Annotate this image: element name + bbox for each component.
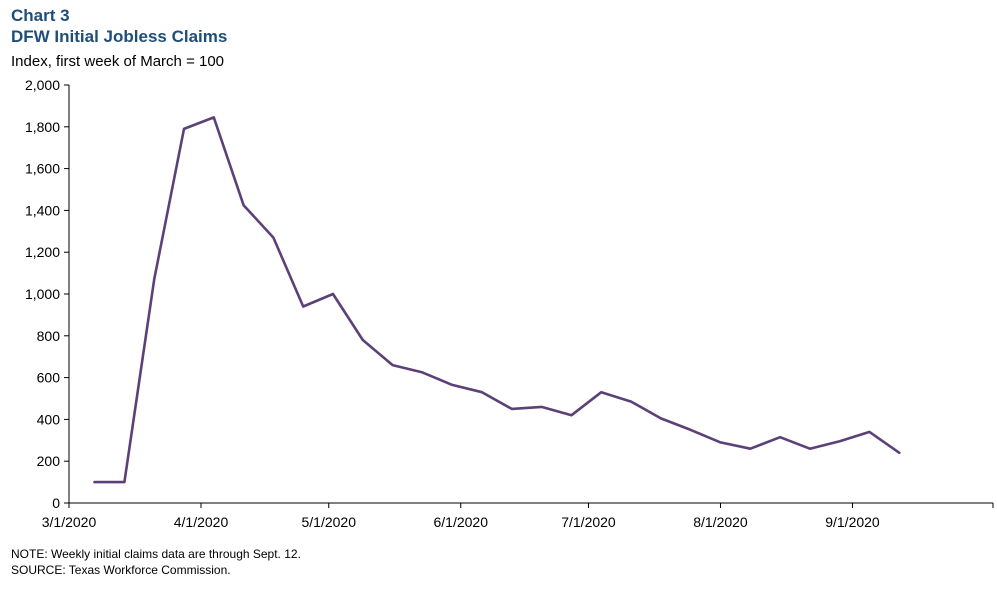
x-tick-label: 4/1/2020 [174, 514, 229, 530]
y-tick-label: 1,400 [25, 202, 60, 218]
y-tick-label: 800 [37, 328, 61, 344]
y-tick-label: 1,800 [25, 119, 60, 135]
series-line [93, 116, 901, 484]
chart-number: Chart 3 [11, 6, 70, 25]
y-tick-label: 2,000 [25, 77, 60, 93]
y-tick-label: 1,000 [25, 286, 60, 302]
chart-title: DFW Initial Jobless Claims [11, 27, 228, 46]
y-tick-label: 600 [37, 370, 61, 386]
y-axis-unit-label: Index, first week of March = 100 [11, 53, 225, 70]
x-tick-label: 8/1/2020 [693, 514, 748, 530]
y-tick-label: 400 [37, 411, 61, 427]
x-tick-label: 9/1/2020 [825, 514, 880, 530]
footnote: NOTE: Weekly initial claims data are thr… [11, 547, 301, 561]
y-tick-label: 0 [52, 495, 60, 511]
source-note: SOURCE: Texas Workforce Commission. [11, 563, 231, 577]
x-tick-label: 6/1/2020 [433, 514, 488, 530]
y-tick-label: 1,200 [25, 244, 60, 260]
y-tick-label: 200 [37, 453, 61, 469]
x-tick-label: 5/1/2020 [301, 514, 356, 530]
x-tick-label: 3/1/2020 [42, 514, 97, 530]
x-tick-label: 7/1/2020 [561, 514, 616, 530]
y-tick-label: 1,600 [25, 161, 60, 177]
